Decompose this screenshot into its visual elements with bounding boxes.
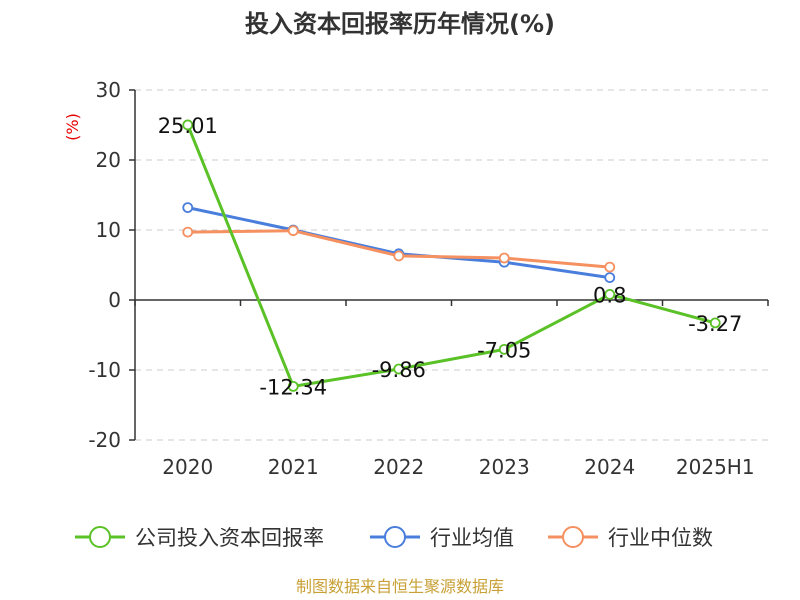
data-source-note: 制图数据来自恒生聚源数据库 [296, 577, 504, 596]
y-tick-label: 0 [108, 288, 121, 312]
data-label: 25.01 [158, 114, 218, 138]
y-tick-label: 30 [96, 78, 121, 102]
y-axis-label: (%) [63, 113, 82, 141]
data-labels: 25.01 -12.34 -9.86 -7.05 0.8 -3.27 [158, 114, 743, 399]
x-tick-label: 2025H1 [676, 455, 755, 479]
data-point [182, 202, 194, 214]
data-point [287, 225, 299, 237]
legend-label: 行业中位数 [608, 526, 713, 550]
data-label: -9.86 [372, 358, 426, 382]
data-label: -3.27 [688, 312, 742, 336]
y-tick-label: 10 [96, 218, 121, 242]
data-point [709, 317, 721, 329]
x-tick-label: 2021 [268, 455, 319, 479]
legend-label: 公司投入资本回报率 [135, 526, 324, 550]
grid-lines [135, 89, 768, 441]
data-point [604, 272, 616, 284]
y-tick-label: -10 [88, 358, 121, 382]
data-point [498, 252, 510, 264]
legend-swatch-marker [89, 526, 111, 548]
x-tick-label: 2020 [162, 455, 213, 479]
x-tick-label: 2023 [479, 455, 530, 479]
chart-title: 投入资本回报率历年情况(%) [245, 10, 555, 38]
series-line [186, 124, 716, 388]
data-point [604, 261, 616, 273]
legend-label: 行业均值 [430, 526, 514, 550]
data-point [182, 226, 194, 238]
axes: 30 20 10 0 -10 -20 2020 2021 2022 2023 2024 2025H1 [88, 78, 769, 479]
y-tick-label: -20 [88, 428, 121, 452]
data-point [498, 343, 510, 355]
legend-item[interactable]: 公司投入资本回报率 [75, 526, 324, 550]
series-line [187, 206, 610, 280]
data-point [182, 119, 194, 131]
legend-item[interactable]: 行业中位数 [548, 526, 713, 550]
series-lines [182, 119, 721, 392]
data-point [393, 250, 405, 262]
x-tick-label: 2024 [584, 455, 635, 479]
data-point [287, 380, 299, 392]
legend-item[interactable]: 行业均值 [370, 526, 514, 550]
data-point [604, 288, 616, 300]
data-point [393, 363, 405, 375]
y-tick-label: 20 [96, 148, 121, 172]
x-tick-label: 2022 [373, 455, 424, 479]
legend-swatch-marker [562, 526, 584, 548]
data-label: -7.05 [477, 338, 531, 362]
data-label: 0.8 [593, 283, 626, 307]
data-label: -12.34 [259, 375, 327, 399]
legend[interactable]: 公司投入资本回报率 行业均值 行业中位数 [75, 526, 713, 550]
legend-swatch-marker [384, 526, 406, 548]
